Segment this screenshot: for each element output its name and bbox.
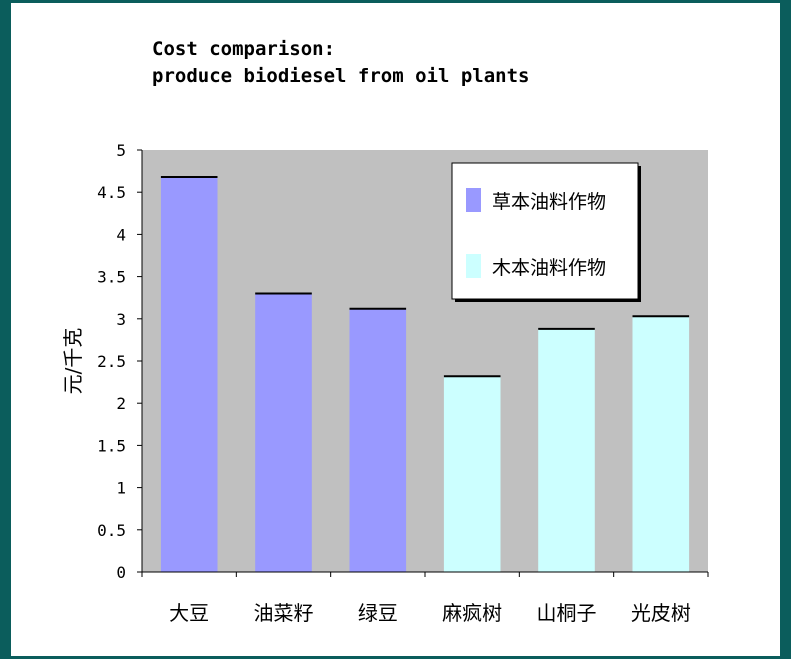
legend-box bbox=[451, 162, 639, 300]
x-category-label-6: 光皮树 bbox=[631, 601, 691, 625]
bar-2 bbox=[255, 293, 312, 572]
x-category-label-2: 油菜籽 bbox=[254, 601, 314, 625]
legend-label-herbaceous: 草本油料作物 bbox=[492, 191, 606, 213]
bars-group bbox=[160, 176, 690, 572]
x-labels-group: 大豆 油菜籽 绿豆 麻疯树 山桐子 光皮树 bbox=[141, 572, 709, 625]
legend-shadow-bottom bbox=[455, 299, 641, 302]
y-tick-label-9: 4.5 bbox=[97, 183, 126, 202]
y-tick-label-8: 4 bbox=[116, 225, 126, 244]
x-category-label-1: 大豆 bbox=[169, 601, 209, 625]
y-tick-label-6: 3 bbox=[116, 310, 126, 329]
y-tick-label-3: 1.5 bbox=[97, 436, 126, 455]
y-tick-label-7: 3.5 bbox=[97, 268, 126, 287]
bar-1 bbox=[160, 177, 218, 572]
legend: 草本油料作物 木本油料作物 bbox=[451, 162, 641, 302]
y-ticks-group: 0 0.5 1 1.5 2 2.5 3 3.5 4 4.5 5 bbox=[97, 141, 142, 582]
bar-6 bbox=[632, 316, 690, 572]
legend-swatch-herbaceous bbox=[466, 188, 481, 212]
bar-5 bbox=[538, 328, 595, 572]
y-axis-title: 元/千克 bbox=[61, 328, 85, 395]
chart-title-line-1: Cost comparison: bbox=[152, 38, 335, 60]
y-tick-label-4: 2 bbox=[116, 394, 126, 413]
chart-title-line-2: produce biodiesel from oil plants bbox=[152, 65, 530, 87]
legend-label-woody: 木本油料作物 bbox=[492, 257, 606, 279]
y-tick-label-2: 1 bbox=[116, 479, 126, 498]
legend-swatch-woody bbox=[466, 254, 481, 278]
x-category-label-3: 绿豆 bbox=[358, 601, 398, 625]
y-tick-label-1: 0.5 bbox=[97, 521, 126, 540]
y-tick-label-0: 0 bbox=[116, 563, 126, 582]
bar-3 bbox=[349, 308, 407, 572]
y-tick-label-10: 5 bbox=[116, 141, 126, 160]
y-tick-label-5: 2.5 bbox=[97, 352, 126, 371]
chart-title: Cost comparison: produce biodiesel from … bbox=[152, 38, 530, 87]
legend-shadow-right bbox=[638, 166, 641, 302]
bar-4 bbox=[443, 376, 501, 572]
x-category-label-5: 山桐子 bbox=[537, 601, 597, 625]
x-category-label-4: 麻疯树 bbox=[442, 601, 502, 625]
